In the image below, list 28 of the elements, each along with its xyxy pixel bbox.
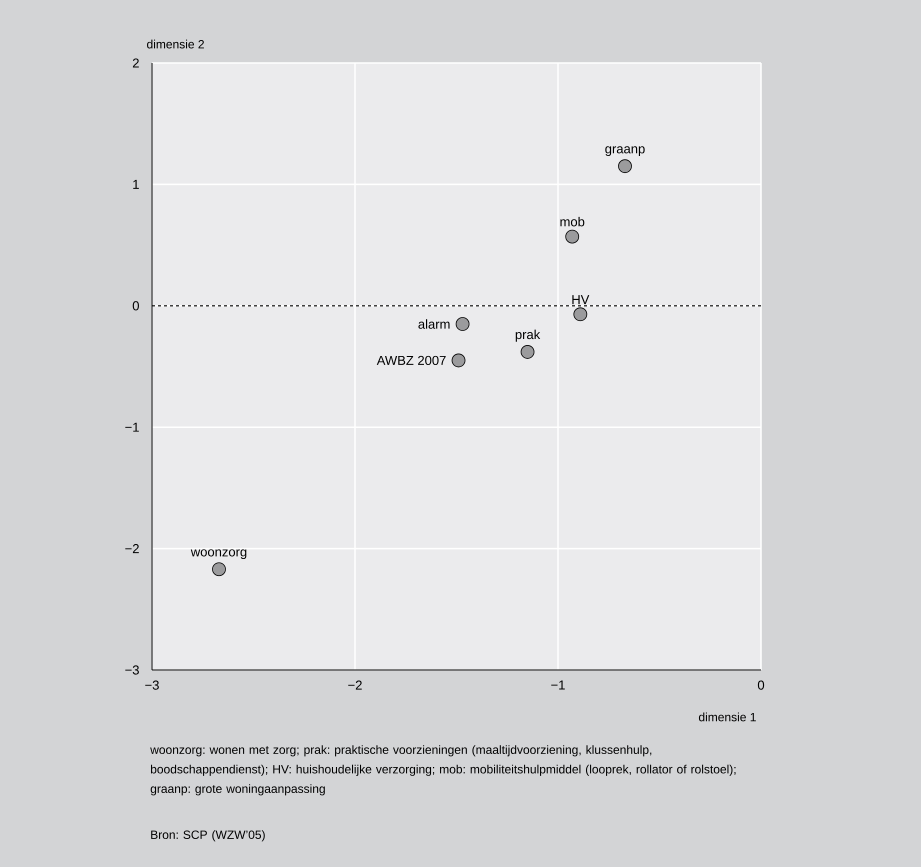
point: [456, 317, 470, 331]
y-tick-label: 0: [132, 301, 139, 310]
x-tick-label: 0: [758, 680, 764, 690]
y-axis-title: dimensie 2: [147, 40, 204, 48]
y-tick-label: 1: [133, 180, 139, 189]
point: [452, 354, 466, 368]
point: [212, 562, 226, 576]
x-tick-label: −3: [145, 680, 159, 690]
point: [520, 345, 534, 359]
y-tick-label: −3: [125, 665, 139, 675]
x-tick-label: −2: [348, 680, 362, 690]
annotation: HV: [572, 295, 590, 304]
annotation: mob: [560, 216, 584, 226]
point: [565, 230, 580, 244]
annotation: woonzorg: [190, 549, 246, 560]
point: [573, 307, 588, 322]
annotation: AWBZ 2007: [376, 356, 446, 366]
x-axis-title: dimensie 1: [698, 712, 756, 722]
text: woonzorg: wonen met zorg; prak: praktische voorzieningen (maaltijdvoorziening, klussenhulp, boodschappendienst); HV: huishoudelijke verzorging; mob: mobiliteitshulpmiddel (looprek, rollator of rolstoel); graanp: grote woningaanpassing: [150, 745, 736, 796]
point: [618, 159, 632, 174]
x-tick-label: −1: [551, 680, 565, 690]
y-tick-label: −1: [125, 422, 139, 432]
annotation: graanp: [605, 146, 645, 156]
y-tick-label: 2: [132, 58, 139, 68]
annotation: alarm: [418, 319, 450, 329]
text: Bron: SCP (WZW’05): [151, 830, 265, 842]
y-tick-label: −2: [125, 544, 139, 554]
annotation: prak: [516, 330, 540, 342]
